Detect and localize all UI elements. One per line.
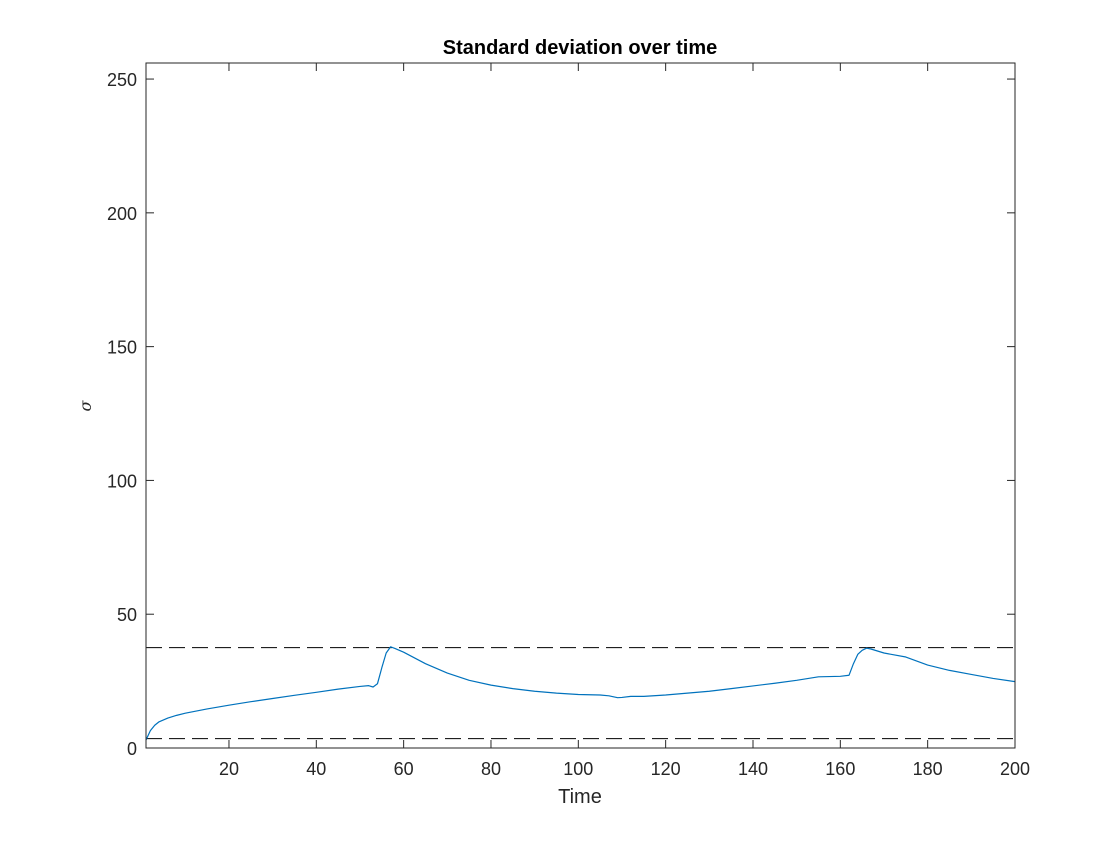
y-tick-label: 100 <box>107 471 137 491</box>
axes-background <box>146 63 1015 748</box>
x-tick-label: 80 <box>481 759 501 779</box>
y-tick-label: 150 <box>107 338 137 358</box>
x-tick-label: 180 <box>913 759 943 779</box>
x-tick-label: 140 <box>738 759 768 779</box>
y-tick-label: 0 <box>127 739 137 759</box>
x-tick-label: 120 <box>651 759 681 779</box>
x-tick-label: 160 <box>825 759 855 779</box>
chart-title: Standard deviation over time <box>443 37 718 59</box>
plot-layer <box>145 646 1016 741</box>
x-axis-label: Time <box>558 786 602 808</box>
y-tick-label: 50 <box>117 605 137 625</box>
axes-box <box>145 62 1016 749</box>
y-axis-label: σ <box>76 399 95 411</box>
x-tick-label: 60 <box>394 759 414 779</box>
x-tick-label: 40 <box>306 759 326 779</box>
x-tick-label: 20 <box>219 759 239 779</box>
series-line-1 <box>145 646 1016 741</box>
y-tick-label: 200 <box>107 204 137 224</box>
tick-layer: 20 40 60 80 100 120 140 160 180 200 0 50 100 150 200 25… <box>107 63 1030 779</box>
x-tick-label: 200 <box>1000 759 1030 779</box>
y-tick-label: 250 <box>107 70 137 90</box>
x-tick-label: 100 <box>563 759 593 779</box>
